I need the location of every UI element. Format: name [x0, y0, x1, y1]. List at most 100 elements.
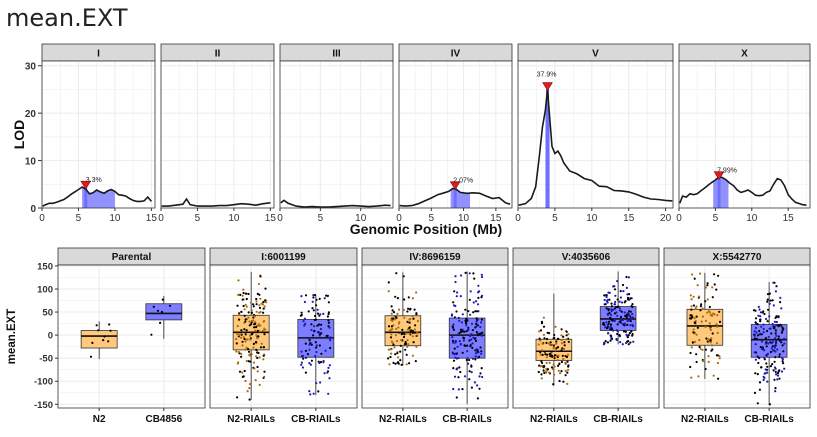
data-point	[754, 343, 757, 346]
variance-explained-label: 2.07%	[453, 178, 473, 185]
data-point	[406, 345, 409, 348]
data-point	[237, 350, 240, 354]
data-point	[408, 318, 411, 321]
data-point	[774, 346, 777, 349]
data-point	[311, 307, 314, 310]
data-point	[560, 360, 564, 364]
lod-x-tick-label: 15	[146, 213, 158, 224]
data-point	[258, 356, 261, 359]
data-point	[408, 332, 411, 335]
data-point	[466, 328, 469, 332]
data-point	[395, 327, 398, 330]
data-point	[320, 352, 323, 355]
data-point	[258, 330, 261, 333]
data-point	[699, 305, 703, 308]
data-point	[315, 304, 318, 307]
data-point	[760, 366, 763, 369]
facet-strip-label: I	[97, 49, 100, 60]
data-point	[565, 355, 569, 359]
data-point	[777, 337, 780, 341]
data-point	[711, 296, 714, 299]
data-point	[401, 328, 404, 331]
data-point	[753, 330, 756, 333]
data-point	[308, 362, 311, 365]
data-point	[766, 300, 769, 303]
data-point	[613, 303, 617, 306]
data-point	[464, 322, 468, 325]
data-point	[480, 273, 483, 276]
data-point	[461, 351, 464, 354]
data-point	[774, 290, 778, 293]
data-point	[625, 316, 628, 319]
data-point	[415, 312, 418, 315]
data-point	[603, 342, 606, 345]
data-point	[253, 326, 256, 329]
data-point	[690, 308, 693, 311]
data-point	[756, 373, 759, 376]
data-point	[689, 294, 692, 297]
data-point	[631, 312, 634, 316]
data-point	[773, 320, 777, 323]
data-point	[476, 332, 479, 335]
data-point	[465, 317, 468, 321]
box-x-tick-label: CB-RIAILs	[744, 414, 794, 425]
data-point	[605, 321, 608, 324]
variance-explained-label: 37.9%	[537, 72, 557, 79]
data-point	[759, 315, 762, 318]
data-point	[715, 288, 718, 291]
data-point	[159, 321, 162, 324]
panel-background	[42, 61, 155, 208]
data-point	[467, 362, 470, 365]
data-point	[712, 312, 715, 315]
data-point	[306, 353, 309, 356]
panel-border	[398, 60, 513, 209]
data-point	[554, 349, 557, 352]
data-point	[781, 329, 784, 332]
lod-x-tick-label: 10	[355, 213, 367, 224]
data-point	[690, 376, 693, 379]
lod-line	[678, 175, 807, 206]
data-point	[310, 323, 313, 326]
data-point	[311, 300, 314, 303]
data-point	[457, 333, 460, 336]
data-point	[461, 388, 464, 391]
lod-x-tick-label: 15	[265, 213, 277, 224]
data-point	[626, 334, 629, 337]
data-point	[244, 348, 247, 351]
data-point	[623, 322, 626, 325]
data-point	[248, 398, 251, 401]
peak-marker	[449, 181, 461, 191]
data-point	[553, 357, 556, 360]
data-point	[414, 360, 417, 363]
data-point	[698, 339, 701, 342]
data-point	[607, 332, 610, 335]
data-point	[764, 372, 767, 375]
data-point	[768, 302, 771, 305]
data-point	[455, 295, 458, 298]
data-point	[452, 387, 455, 391]
data-point	[399, 359, 402, 362]
data-point	[695, 315, 698, 318]
data-point	[612, 329, 615, 332]
data-point	[243, 314, 246, 317]
data-point	[615, 338, 618, 341]
data-point	[621, 301, 624, 304]
lod-x-tick-label: 0	[277, 213, 283, 224]
data-point	[398, 308, 401, 311]
data-point	[755, 351, 758, 354]
data-point	[316, 324, 319, 327]
data-point	[708, 311, 712, 314]
data-point	[406, 310, 409, 313]
data-point	[622, 290, 625, 293]
data-point	[261, 303, 264, 306]
data-point	[387, 290, 390, 293]
data-point	[689, 314, 692, 317]
data-point	[254, 341, 257, 344]
data-point	[774, 350, 777, 353]
data-point	[549, 352, 552, 356]
box-x-tick-label: N2	[93, 414, 106, 425]
data-point	[478, 387, 481, 390]
data-point	[304, 356, 308, 359]
data-point	[712, 374, 715, 377]
data-point	[710, 313, 713, 316]
